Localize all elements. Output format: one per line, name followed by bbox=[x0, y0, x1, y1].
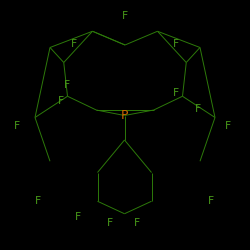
Text: F: F bbox=[107, 218, 113, 228]
Text: F: F bbox=[172, 88, 179, 98]
Text: F: F bbox=[194, 104, 200, 114]
Text: F: F bbox=[134, 218, 140, 228]
Text: F: F bbox=[122, 11, 128, 21]
Text: F: F bbox=[225, 121, 232, 131]
Text: F: F bbox=[71, 39, 77, 49]
Text: F: F bbox=[14, 121, 20, 131]
Text: F: F bbox=[172, 39, 179, 49]
Text: P: P bbox=[121, 109, 128, 122]
Text: F: F bbox=[64, 80, 70, 90]
Text: F: F bbox=[58, 96, 64, 106]
Text: F: F bbox=[75, 212, 82, 222]
Text: F: F bbox=[208, 196, 214, 206]
Text: F: F bbox=[34, 196, 40, 206]
